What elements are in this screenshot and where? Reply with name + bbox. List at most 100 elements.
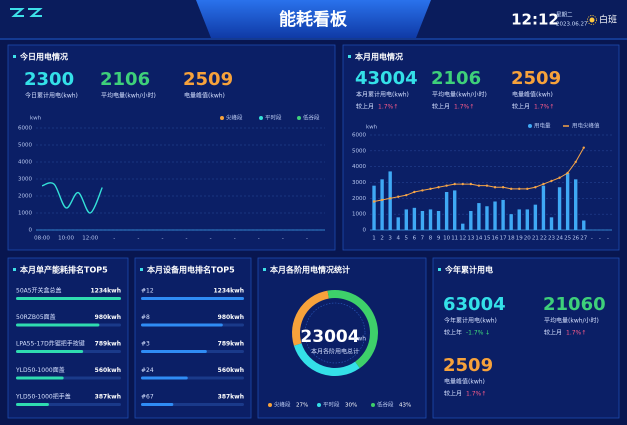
- row-value: 980kwh: [218, 314, 244, 321]
- x-tick-label: 19: [516, 236, 523, 242]
- panel-title: 本月各阶用电情况统计: [269, 265, 350, 275]
- stat-value: 2509: [443, 355, 493, 376]
- line-dot: [542, 182, 545, 186]
- line-dot: [413, 190, 416, 194]
- stat-arrow: ↑: [549, 104, 554, 111]
- bar: [493, 201, 497, 230]
- line-dot: [477, 184, 481, 187]
- bar: [16, 297, 121, 300]
- x-tick-label: 8: [429, 236, 433, 242]
- x-tick-label: 18: [508, 236, 515, 242]
- weekday: 星期二: [556, 12, 573, 19]
- panel-title: 本月单产能耗排名TOP5: [19, 265, 108, 275]
- row-value: 789kwh: [218, 341, 244, 348]
- bar: [525, 209, 529, 230]
- line-dot: [550, 179, 553, 183]
- stat-value: 2509: [183, 69, 233, 90]
- panel-device-top5: [134, 257, 252, 419]
- legend-value: 27%: [296, 403, 308, 409]
- legend-marker: [297, 116, 301, 120]
- line-dot: [566, 171, 569, 175]
- x-tick-label: -: [282, 236, 284, 242]
- bar: [557, 187, 562, 230]
- x-tick-label: 21: [532, 236, 539, 242]
- y-tick-label: 6000: [352, 133, 366, 139]
- bar: [428, 209, 433, 230]
- x-tick-label: 17: [500, 236, 507, 242]
- x-tick-label: 13: [467, 236, 474, 242]
- legend-label: 尖峰段: [226, 114, 243, 122]
- bar: [141, 323, 223, 327]
- line-dot: [518, 187, 521, 191]
- x-tick-label: 08:00: [34, 236, 50, 242]
- bar: [501, 199, 505, 230]
- x-tick-label: -: [186, 236, 188, 242]
- line-dot: [437, 186, 440, 189]
- legend-label: 尖峰段: [274, 401, 291, 409]
- x-tick-label: 6: [413, 236, 417, 242]
- y-tick-label: 2000: [352, 196, 366, 202]
- bar: [485, 206, 489, 230]
- row-label: YLD50-1000面盖: [15, 366, 65, 374]
- stat-label: 电量峰值(kwh): [184, 92, 225, 100]
- stat-arrow: ↑: [393, 104, 398, 111]
- bar: [565, 173, 570, 230]
- row-label: #3: [141, 341, 150, 348]
- legend-marker: [220, 116, 224, 120]
- x-tick-label: -: [210, 236, 212, 242]
- sun-rays: [587, 15, 597, 25]
- stat-label: 平均电量(kwh/小时): [432, 91, 487, 99]
- donut-segment: [293, 343, 360, 377]
- legend-marker: [259, 116, 263, 120]
- row-label: #24: [141, 367, 154, 374]
- bar: [141, 297, 244, 300]
- bar: [141, 403, 174, 406]
- legend-value: 30%: [345, 403, 357, 409]
- x-tick-label: -: [137, 236, 139, 242]
- row-value: 789kwh: [95, 341, 121, 348]
- x-tick-label: 12:00: [82, 236, 98, 242]
- legend-label: 用电尖峰值: [572, 122, 600, 130]
- x-tick-label: 16: [492, 236, 499, 242]
- bar: [469, 211, 473, 230]
- stat-label: 今日累计用电(kwh): [25, 92, 78, 100]
- y-axis-unit: kwh: [30, 116, 42, 122]
- line-dot: [445, 184, 448, 187]
- x-tick-label: 23: [548, 236, 555, 242]
- y-tick-label: 0: [29, 228, 33, 234]
- legend-label: 平时段: [265, 114, 282, 122]
- title-bullet: [263, 268, 266, 271]
- row-label: 50RZB05面盖: [16, 313, 56, 321]
- stat-value: 63004: [443, 294, 506, 315]
- x-tick-label: -: [234, 236, 236, 242]
- stat-compare: 较上年: [444, 329, 462, 337]
- donut-inner-ring: [304, 302, 366, 364]
- bar: [141, 376, 188, 380]
- legend-label: 低谷段: [377, 401, 394, 409]
- donut-total: 23004: [300, 327, 359, 347]
- x-tick-label: 12: [459, 236, 466, 242]
- legend-marker: [528, 124, 532, 128]
- panel-today: [7, 44, 336, 251]
- stat-value: 2300: [24, 69, 74, 90]
- y-tick-label: 1000: [18, 211, 32, 217]
- panel-title: 今日用电情况: [19, 52, 68, 62]
- x-tick-label: 25: [564, 236, 571, 242]
- bar: [16, 323, 100, 327]
- title-bullet: [13, 268, 16, 271]
- stat-label: 电量峰值(kwh): [444, 378, 485, 386]
- bar: [574, 179, 578, 230]
- x-tick-label: 11: [451, 236, 458, 242]
- bar: [582, 220, 586, 230]
- line-dot: [574, 160, 577, 164]
- stat-compare: 较上月: [512, 103, 530, 111]
- bar: [509, 214, 513, 230]
- stat-change: 1.7%: [566, 330, 582, 337]
- panel-product-top5: [7, 257, 129, 419]
- title-bullet: [438, 268, 441, 271]
- line-dot: [405, 193, 408, 197]
- x-tick-label: -: [258, 236, 260, 242]
- row-label: LPA55-17D炸锯把手按键: [16, 340, 85, 348]
- bar: [388, 171, 392, 230]
